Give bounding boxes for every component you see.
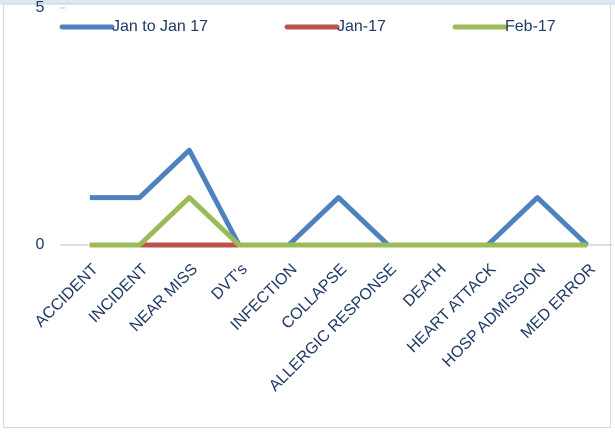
top-band: [0, 0, 615, 5]
y-tick-label: 0: [36, 236, 45, 253]
legend-label: Jan to Jan 17: [112, 18, 208, 35]
frame: [3, 3, 611, 428]
legend-label: Feb-17: [505, 18, 556, 35]
series-line: [89, 195, 588, 248]
y-tick-label: 5: [36, 0, 45, 16]
legend-label: Jan-17: [337, 18, 386, 35]
series-line: [89, 147, 589, 248]
